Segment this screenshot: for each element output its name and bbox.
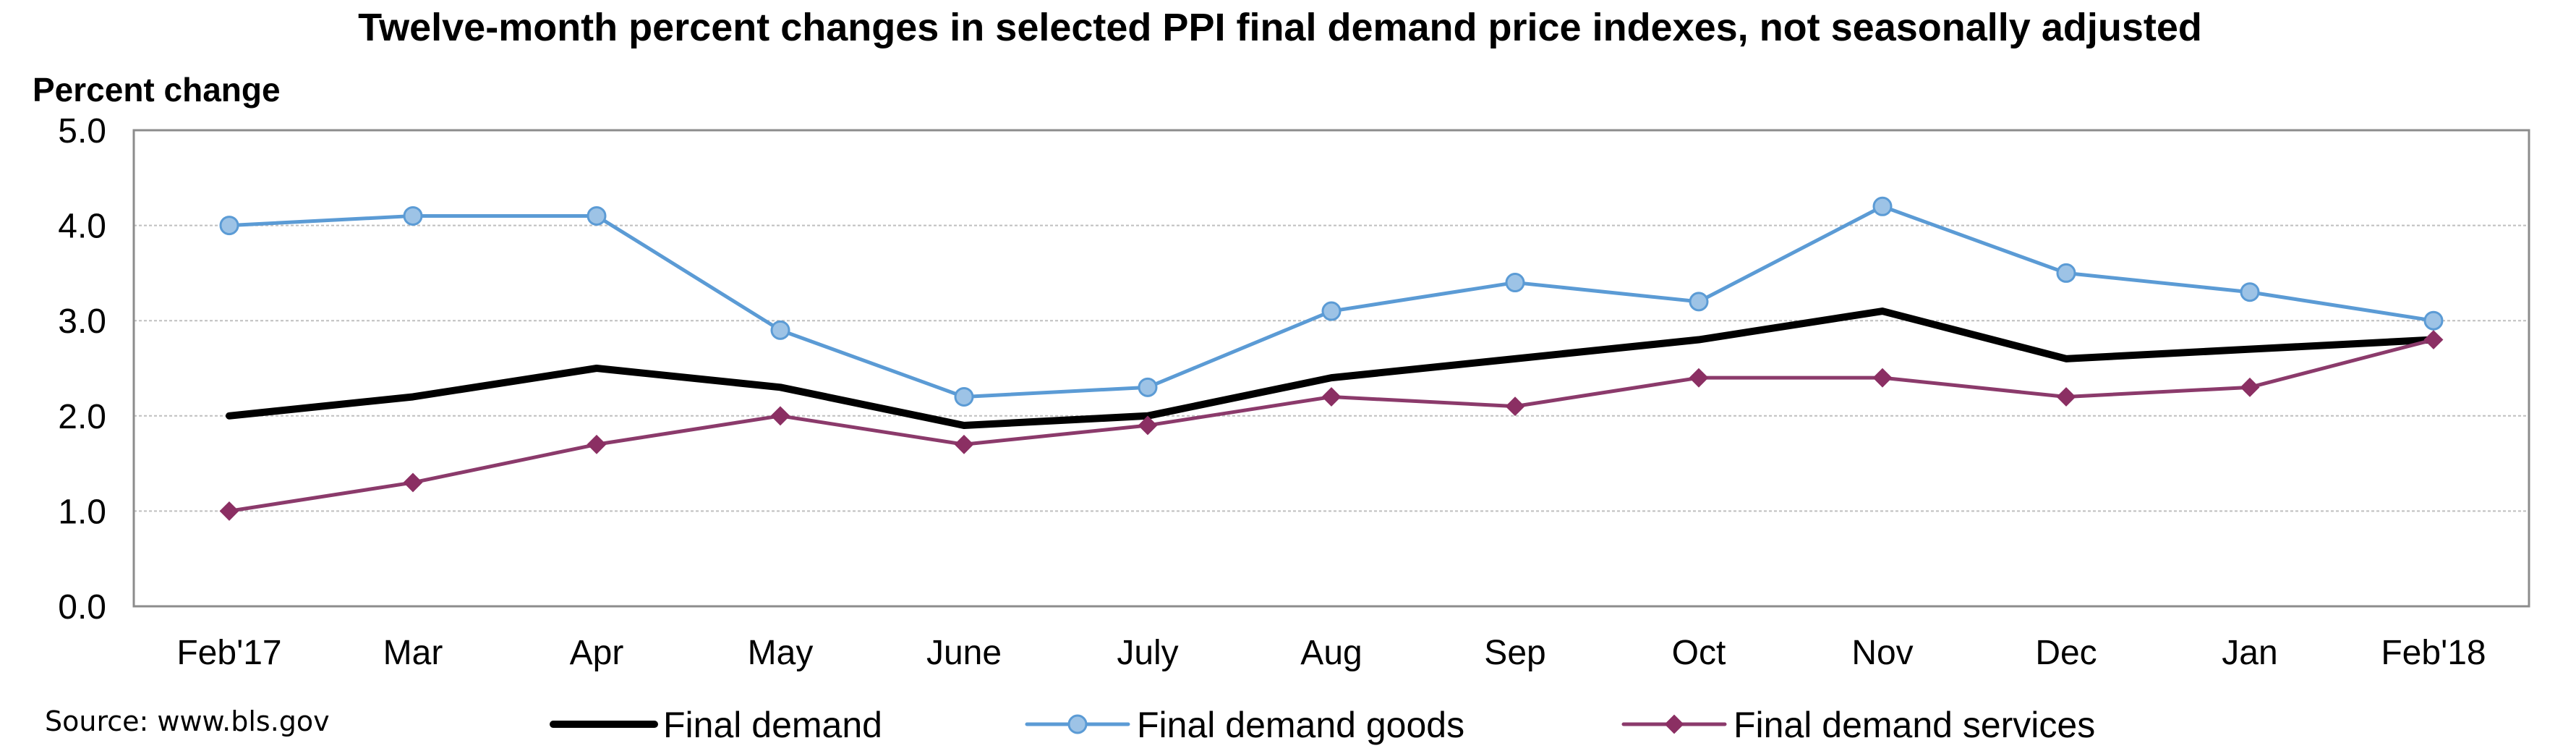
legend-label: Final demand	[663, 705, 882, 745]
x-tick-label: Mar	[383, 634, 443, 672]
y-tick-label: 1.0	[58, 493, 106, 531]
series-line-final-demand	[226, 307, 2437, 429]
y-tick-label: 4.0	[58, 208, 106, 246]
series-line-final-demand-services	[227, 338, 2436, 513]
plot-area	[132, 129, 2530, 608]
x-tick-label: Oct	[1672, 634, 1726, 672]
x-tick-label: Aug	[1300, 634, 1362, 672]
data-point-final-demand-services	[1872, 368, 1893, 388]
data-point-final-demand-services	[219, 501, 239, 521]
source-note: Source: www.bls.gov	[45, 705, 330, 737]
x-tick-label: June	[926, 634, 1002, 672]
y-tick-label: 0.0	[58, 588, 106, 627]
legend-item-final-demand: Final demand	[550, 705, 882, 745]
series-final-demand-services	[219, 330, 2444, 521]
legend-marker	[1067, 714, 1088, 734]
data-point-final-demand-services	[403, 472, 423, 493]
data-point-final-demand-goods	[587, 205, 607, 226]
x-axis-ticks: Feb'17 Mar Apr May June July Aug Sep Oct Nov Dec Ja…	[176, 634, 2486, 672]
y-tick-label: 3.0	[58, 302, 106, 341]
data-point-final-demand-goods	[770, 320, 790, 340]
legend: Final demand Final demand goods Final dema…	[550, 705, 2095, 745]
data-point-final-demand-goods	[1872, 196, 1893, 216]
x-tick-label: Apr	[570, 634, 624, 672]
data-point-final-demand-goods	[1321, 301, 1342, 321]
data-point-final-demand-services	[2240, 377, 2260, 397]
x-tick-label: Dec	[2035, 634, 2097, 672]
data-point-final-demand-services	[1689, 368, 1709, 388]
legend-item-final-demand-services: Final demand services	[1621, 705, 2095, 745]
data-point-final-demand-services	[1138, 415, 1158, 436]
data-point-final-demand-services	[2056, 387, 2076, 407]
x-tick-label: Nov	[1851, 634, 1913, 672]
y-axis-ticks: 0.0 1.0 2.0 3.0 4.0 5.0	[58, 112, 106, 627]
legend-marker	[1664, 714, 1684, 734]
data-point-final-demand-goods	[1689, 292, 1709, 312]
data-point-final-demand-goods	[2423, 310, 2444, 331]
data-point-final-demand-services	[2423, 330, 2444, 349]
data-point-final-demand-goods	[2240, 282, 2260, 302]
x-tick-label: Feb'18	[2381, 634, 2486, 672]
series-final-demand-goods	[219, 196, 2444, 407]
legend-label: Final demand goods	[1137, 705, 1464, 745]
data-point-final-demand-goods	[219, 216, 239, 236]
x-tick-label: Feb'17	[176, 634, 281, 672]
x-tick-label: July	[1117, 634, 1178, 672]
x-tick-label: May	[748, 634, 814, 672]
gridlines	[134, 224, 2529, 512]
chart-title: Twelve-month percent changes in selected…	[358, 6, 2202, 49]
data-point-final-demand-goods	[954, 386, 974, 407]
series-layer	[219, 196, 2444, 521]
x-tick-label: Jan	[2222, 634, 2277, 672]
data-point-final-demand-goods	[1505, 273, 1525, 293]
legend-label: Final demand services	[1733, 705, 2095, 745]
data-point-final-demand-services	[587, 434, 607, 454]
series-final-demand	[226, 307, 2437, 429]
data-point-final-demand-goods	[1138, 377, 1158, 397]
legend-item-final-demand-goods: Final demand goods	[1025, 705, 1464, 745]
y-axis-label: Percent change	[33, 71, 281, 109]
data-point-final-demand-services	[770, 406, 790, 426]
data-point-final-demand-goods	[403, 205, 423, 226]
data-point-final-demand-services	[1505, 396, 1525, 417]
data-point-final-demand-services	[1321, 387, 1342, 407]
y-tick-label: 5.0	[58, 112, 106, 150]
x-tick-label: Sep	[1484, 634, 1545, 672]
y-tick-label: 2.0	[58, 398, 106, 436]
data-point-final-demand-services	[954, 434, 974, 454]
data-point-final-demand-goods	[2056, 263, 2076, 283]
